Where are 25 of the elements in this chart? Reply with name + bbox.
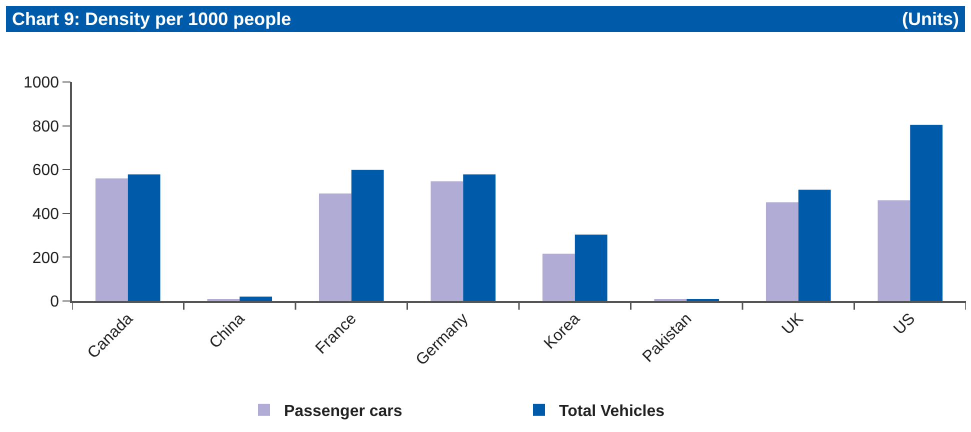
bar — [351, 170, 384, 301]
text: (Units) — [902, 8, 959, 30]
bar — [430, 181, 464, 301]
legend-label: Total Vehicles — [559, 403, 665, 420]
bar — [128, 174, 160, 301]
y-tick-label: 400 — [32, 206, 60, 223]
y-tick-label: 800 — [32, 118, 60, 136]
legend-label: Passenger cars — [284, 403, 402, 420]
x-tick-label: US — [890, 310, 919, 338]
bar — [542, 254, 575, 301]
y-tick-label: 1000 — [23, 74, 60, 92]
bar — [318, 193, 352, 301]
bar — [798, 190, 831, 301]
y-tick-label: 0 — [50, 294, 60, 311]
bar — [463, 174, 496, 301]
bar — [240, 296, 272, 301]
bar — [878, 200, 910, 301]
y-tick-label: 200 — [32, 250, 60, 267]
bar — [910, 124, 943, 301]
bar — [574, 234, 608, 301]
bar — [766, 202, 798, 301]
x-tick-label: UK — [779, 310, 808, 338]
y-tick-label: 600 — [32, 162, 60, 180]
bar — [95, 178, 128, 301]
chart-title: Chart 9: Density per 1000 people — [12, 8, 292, 30]
